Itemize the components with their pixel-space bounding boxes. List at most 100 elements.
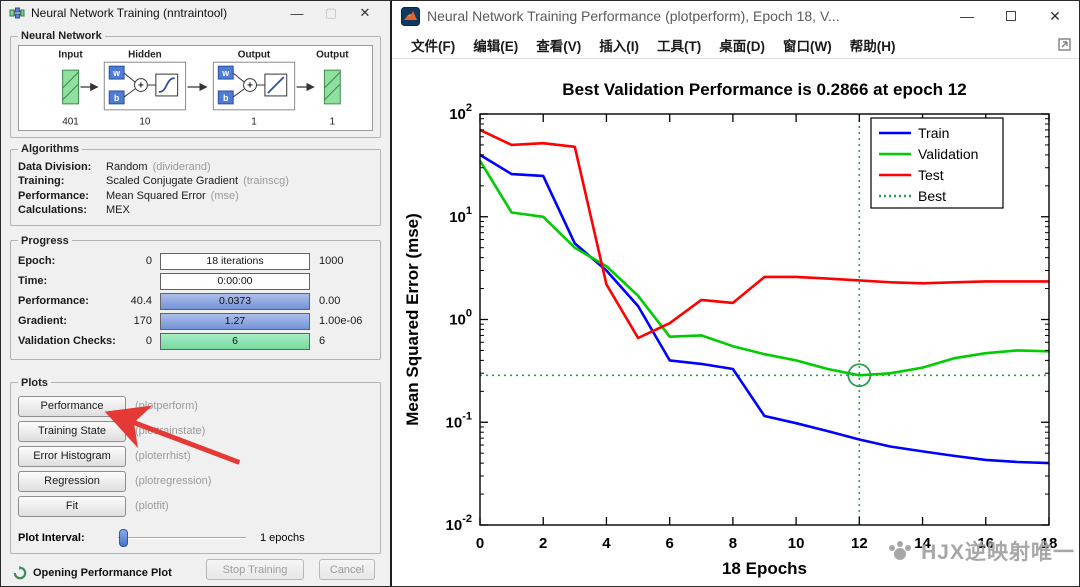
algorithm-code: (mse) (210, 189, 239, 202)
progress-bar: 1.27 (160, 312, 310, 330)
plot-interval-label: Plot Interval: (18, 531, 85, 544)
menu-item-1[interactable]: 编辑(E) (473, 38, 519, 54)
plot-button-fit[interactable]: Fit (18, 495, 126, 517)
plot-minimize-button[interactable]: — (960, 8, 974, 24)
progress-max-value: 0.00 (319, 295, 341, 307)
svg-text:4: 4 (602, 535, 611, 552)
neural-network-diagram: Input 401 Hidden w b + (58, 49, 349, 128)
window-title: Neural Network Training (nntraintool) (31, 6, 228, 20)
svg-text:16: 16 (977, 535, 994, 552)
plot-button-regression[interactable]: Regression (18, 470, 126, 492)
svg-text:10-1: 10-1 (446, 410, 472, 431)
maximize-button[interactable]: ▢ (324, 5, 338, 20)
menu-item-5[interactable]: 桌面(D) (719, 38, 765, 54)
progress-section: Progress Epoch: 0 18 iterations 1000 Tim… (10, 234, 381, 360)
progress-bar: 0.0373 (160, 292, 310, 310)
plots-section: Plots Performance (plotperform) Training… (10, 376, 381, 554)
plots-section-label: Plots (21, 376, 48, 389)
legend-label-train: Train (918, 125, 949, 141)
plot-button-performance[interactable]: Performance (18, 395, 126, 417)
progress-min-value: 170 (133, 315, 152, 327)
menu-item-6[interactable]: 窗口(W) (783, 38, 832, 54)
progress-label: Time: (18, 275, 48, 287)
progress-label: Validation Checks: (18, 335, 116, 347)
neural-network-section-label: Neural Network (21, 30, 102, 42)
progress-bar: 0:00:00 (160, 272, 310, 290)
algorithm-row: Performance: Mean Squared Error (mse) (18, 190, 373, 202)
hidden-weight-label: w (112, 68, 120, 78)
hidden-size: 10 (139, 117, 151, 128)
plot-interval-value: 1 epochs (260, 531, 305, 544)
figure-area: 0 2 4 6 8 10 12 14 16 18 10-2 10-1 100 101 102 Best Val… (392, 59, 1079, 586)
output-weight-block (217, 65, 234, 80)
plot-button-training-state[interactable]: Training State (18, 420, 126, 442)
algorithm-row: Calculations: MEX (18, 204, 373, 216)
menu-item-0[interactable]: 文件(F) (411, 38, 456, 54)
svg-text:+: + (247, 80, 253, 91)
output-size: 1 (330, 117, 336, 128)
menu-item-2[interactable]: 查看(V) (536, 38, 582, 54)
plot-interval-row: Plot Interval: 1 epochs (18, 528, 373, 547)
series-train (479, 153, 1050, 465)
plot-button-error-histogram[interactable]: Error Histogram (18, 445, 126, 467)
legend-label-test: Test (918, 167, 944, 183)
hidden-bias-label: b (114, 93, 120, 103)
hidden-bias-block (108, 90, 125, 105)
app-icon (9, 7, 25, 19)
menu-item-4[interactable]: 工具(T) (657, 38, 702, 54)
svg-text:101: 101 (449, 205, 472, 226)
minimize-button[interactable]: — (290, 5, 304, 21)
neural-network-canvas: Input 401 Hidden w b + (18, 45, 373, 131)
output-weight-label: w (221, 68, 229, 78)
menu-item-7[interactable]: 帮助(H) (849, 38, 896, 54)
progress-bar-text: 1.27 (224, 315, 246, 327)
chart-title: Best Validation Performance is 0.2866 at… (562, 80, 966, 99)
algorithm-row: Training: Scaled Conjugate Gradient (tra… (18, 175, 373, 187)
input-size: 401 (62, 117, 79, 128)
plot-buttons: Performance (plotperform) Training State… (18, 395, 373, 517)
plot-interval-slider[interactable] (118, 528, 246, 547)
progress-label: Performance: (18, 295, 89, 307)
progress-max-value: 6 (319, 335, 326, 347)
svg-text:0: 0 (476, 535, 484, 552)
watermark-logo (889, 541, 912, 560)
plot-row: Fit (plotfit) (18, 495, 373, 517)
output-layer-label: Output (238, 49, 271, 60)
stop-training-button[interactable]: Stop Training (206, 559, 304, 580)
algorithms-rows: Data Division: Random (dividerand) Train… (18, 161, 373, 217)
progress-label: Epoch: (18, 255, 56, 267)
input-label: Input (58, 49, 83, 60)
matlab-figure-icon (401, 6, 420, 26)
svg-text:6: 6 (665, 535, 673, 552)
legend-label-best: Best (918, 188, 946, 204)
slider-track (118, 536, 246, 539)
legend-label-validation: Validation (918, 146, 978, 162)
y-axis-label: Mean Squared Error (mse) (403, 213, 422, 426)
close-button[interactable]: ✕ (359, 5, 371, 20)
svg-text:2: 2 (539, 535, 547, 552)
slider-thumb[interactable] (119, 528, 128, 547)
linear-curve-icon (267, 76, 285, 94)
algorithms-section-label: Algorithms (21, 143, 80, 155)
algorithm-name: Calculations: (18, 204, 88, 216)
progress-max-value: 1.00e-06 (319, 315, 363, 327)
dock-icon[interactable] (1058, 38, 1071, 51)
progress-row: Epoch: 0 18 iterations 1000 (18, 252, 373, 270)
watermark-text: HJX逆映射唯一 (921, 541, 1075, 564)
menu-item-3[interactable]: 插入(I) (599, 38, 639, 54)
svg-text:10-2: 10-2 (446, 513, 472, 534)
progress-bar-text: 18 iterations (206, 255, 264, 267)
nntraintool-window: Neural Network Training (nntraintool) — … (1, 1, 390, 586)
plot-close-button[interactable]: ✕ (1049, 7, 1061, 24)
algorithm-row: Data Division: Random (dividerand) (18, 161, 373, 173)
plot-code: (plottrainstate) (135, 425, 206, 437)
plot-maximize-button[interactable] (989, 8, 1033, 24)
plot-window: Neural Network Training Performance (plo… (390, 1, 1079, 586)
progress-min-value: 40.4 (130, 295, 152, 307)
cancel-button[interactable]: Cancel (319, 559, 375, 580)
algorithm-code: (trainscg) (243, 175, 289, 187)
progress-min-value: 0 (145, 255, 152, 267)
plot-code: (plotregression) (135, 475, 212, 487)
svg-text:8: 8 (729, 535, 737, 552)
output-label: Output (316, 49, 349, 60)
